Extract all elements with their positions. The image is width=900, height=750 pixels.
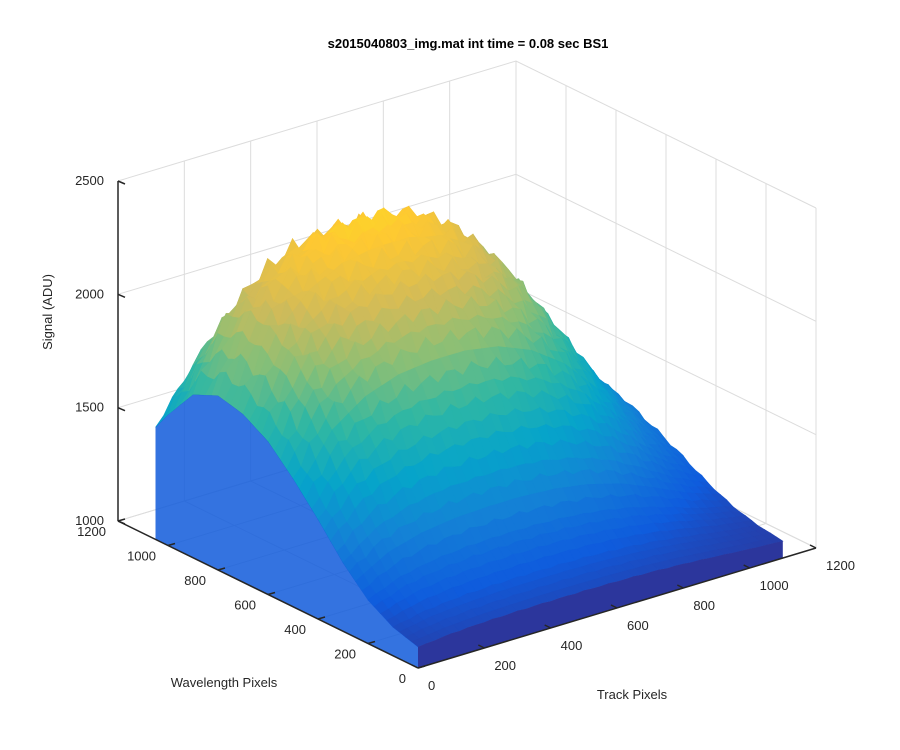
z-tick-label: 1000 [75,513,104,528]
y-tick-label: 400 [284,622,306,637]
x-tick-label: 800 [693,598,715,613]
y-tick-label: 200 [334,647,356,662]
x-tick-label: 600 [627,618,649,633]
x-tick-label: 1200 [826,558,855,573]
z-tick-label: 1500 [75,400,104,415]
z-axis-label: Signal (ADU) [40,274,55,350]
y-axis-label: Wavelength Pixels [171,675,278,690]
x-tick-label: 1000 [760,578,789,593]
y-tick-label: 600 [234,598,256,613]
y-tick [117,518,126,522]
y-tick [267,591,276,596]
y-tick [417,665,426,669]
z-tick [117,520,126,525]
surface-front-edge [418,541,783,668]
x-tick [610,604,618,609]
x-tick [809,544,817,549]
y-tick [317,616,326,620]
z-tick [117,180,126,185]
y-tick [217,567,226,571]
y-tick [167,542,176,547]
gridline-z [117,173,817,322]
x-tick [477,644,485,649]
x-tick-label: 200 [494,658,516,673]
tick-layer: 0200400600800100012000200400600800100012… [75,173,855,693]
x-axis-label: Track Pixels [597,687,668,702]
z-tick [117,293,126,299]
x-tick [743,564,751,569]
x-tick-label: 400 [561,638,583,653]
y-tick-label: 0 [399,671,406,686]
y-tick [367,640,376,645]
z-tick-label: 2000 [75,286,104,301]
chart-title: s2015040803_img.mat int time = 0.08 sec … [328,36,609,51]
x-tick [411,664,419,669]
surface-left-edge [155,394,418,668]
y-tick-label: 800 [184,573,206,588]
z-tick [117,406,126,412]
gridline-z [117,60,817,209]
y-tick-label: 1200 [77,524,106,539]
surface-layer [155,205,784,668]
x-tick [676,584,684,589]
z-tick-label: 2500 [75,173,104,188]
y-tick-label: 1000 [127,549,156,564]
x-tick [544,624,552,629]
x-tick-label: 0 [428,678,435,693]
